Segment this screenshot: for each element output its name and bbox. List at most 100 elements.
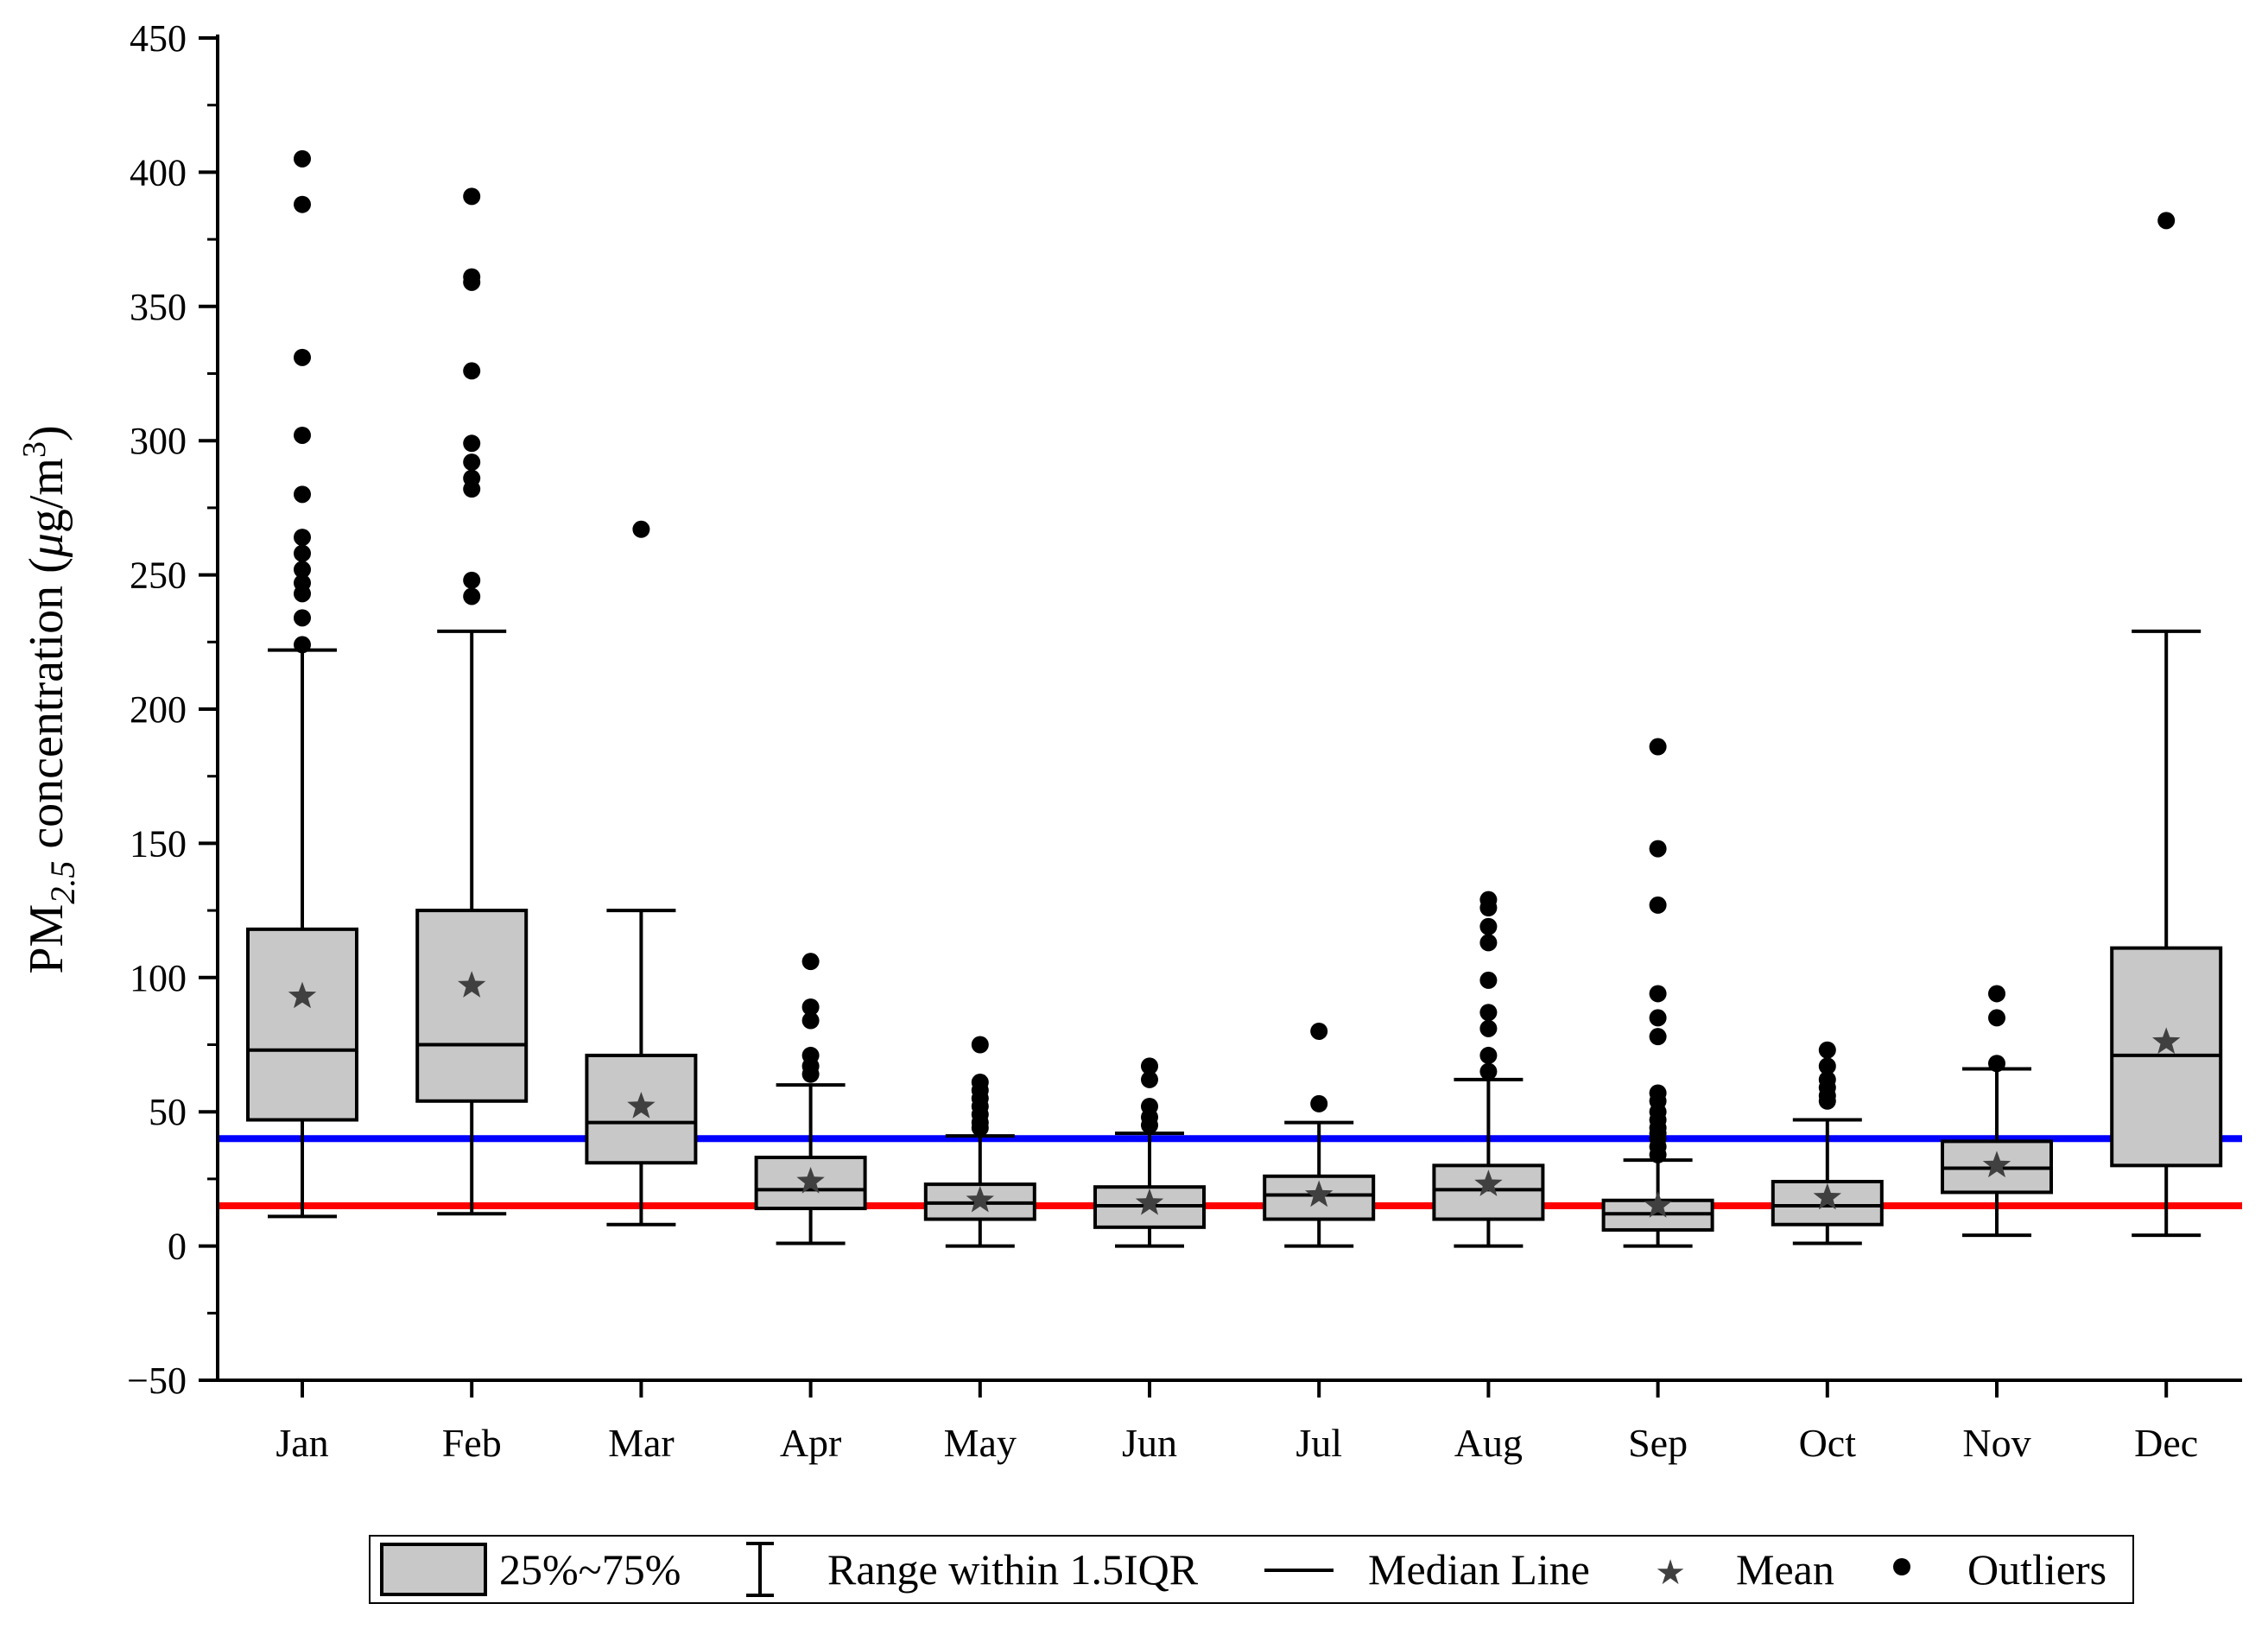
outlier-point — [294, 426, 311, 444]
outlier-point — [801, 998, 820, 1016]
mean-marker — [1305, 1180, 1334, 1207]
outlier-point — [463, 571, 481, 589]
y-tick-label--50: −50 — [127, 1360, 187, 1402]
legend-median-label: Median Line — [1368, 1545, 1590, 1594]
outlier-point — [294, 529, 311, 547]
iqr-box — [415, 909, 529, 1103]
outlier-point — [1479, 1019, 1498, 1037]
y-tick-label-100: 100 — [130, 957, 187, 999]
outlier-point — [1310, 1094, 1328, 1112]
mean-marker — [458, 971, 486, 998]
outlier-point — [294, 485, 311, 504]
mean-marker — [1982, 1150, 2011, 1178]
y-tick-label-350: 350 — [130, 286, 187, 328]
legend-range-label: Range within 1.5IQR — [827, 1545, 1199, 1594]
x-tick-label-Nov: Nov — [1962, 1421, 2030, 1465]
y-label-suffix: ) — [20, 425, 73, 441]
y-axis-label: PM2.5 concentration (μg/m3) — [16, 425, 82, 973]
x-tick-label-May: May — [944, 1421, 1017, 1465]
outlier-point — [801, 1065, 820, 1083]
outlier-point — [294, 609, 311, 627]
outlier-point — [294, 636, 311, 654]
x-tick-label-Jan: Jan — [276, 1421, 328, 1465]
outlier-point — [1649, 738, 1667, 756]
outlier-point — [1818, 1057, 1836, 1075]
y-label-unit-rest: g/m — [20, 458, 73, 533]
box-group-Apr — [754, 953, 867, 1246]
x-tick-label-Aug: Aug — [1454, 1421, 1523, 1465]
outlier-point — [294, 195, 311, 213]
x-tick-label-Sep: Sep — [1628, 1421, 1688, 1465]
outlier-point — [1649, 1009, 1667, 1027]
box-group-Oct — [1771, 1041, 1884, 1246]
outlier-point — [463, 434, 481, 453]
y-tick-label-50: 50 — [149, 1091, 187, 1133]
outlier-point — [1141, 1116, 1158, 1134]
y-tick-label-300: 300 — [130, 420, 187, 462]
y-tick-label-400: 400 — [130, 151, 187, 193]
mean-marker — [966, 1185, 994, 1213]
outlier-point — [463, 587, 481, 605]
outlier-point — [1310, 1022, 1328, 1040]
outlier-point — [1141, 1070, 1158, 1088]
outlier-point — [632, 520, 650, 538]
outlier-point — [801, 953, 820, 971]
outlier-point — [971, 1036, 989, 1054]
outlier-point — [1479, 934, 1498, 952]
outlier-point — [1141, 1057, 1158, 1075]
box-group-Jun — [1093, 1057, 1206, 1248]
legend-frame — [369, 1535, 2134, 1604]
outlier-point — [294, 149, 311, 168]
mean-marker — [288, 981, 317, 1009]
mean-marker — [1135, 1188, 1164, 1215]
box-group-Aug — [1432, 891, 1545, 1248]
outlier-point — [463, 362, 481, 380]
outlier-point — [463, 187, 481, 206]
outlier-point — [1988, 1009, 2005, 1027]
x-tick-label-Jul: Jul — [1296, 1421, 1342, 1465]
y-label-prefix: PM — [20, 904, 73, 974]
iqr-box — [246, 927, 358, 1122]
outlier-point — [1479, 1004, 1498, 1022]
box-group-Sep — [1601, 738, 1714, 1248]
legend-mean-label: Mean — [1736, 1545, 1834, 1594]
legend-box-label: 25%~75% — [499, 1545, 681, 1594]
outlier-point — [463, 453, 481, 472]
x-tick-label-Jun: Jun — [1122, 1421, 1177, 1465]
outlier-point — [1988, 985, 2005, 1003]
box-group-Dec — [2110, 212, 2223, 1238]
mean-marker — [627, 1092, 656, 1119]
outlier-point — [801, 1011, 820, 1030]
outlier-point — [1479, 1062, 1498, 1081]
outlier-point — [1479, 971, 1498, 989]
outlier-point — [1818, 1092, 1836, 1110]
outlier-point — [1479, 1046, 1498, 1064]
outlier-point — [294, 561, 311, 579]
outlier-point — [294, 544, 311, 562]
boxes — [246, 149, 2223, 1248]
x-ticks: Jan Feb Mar Apr May Jun Jul Aug Sep Oct Nov Dec — [276, 1380, 2198, 1465]
legend-box-swatch — [380, 1543, 487, 1596]
outlier-point — [1649, 1028, 1667, 1046]
x-tick-label-Feb: Feb — [442, 1421, 502, 1465]
outlier-point — [1479, 917, 1498, 935]
outlier-point — [1479, 898, 1498, 916]
mean-marker — [1644, 1191, 1672, 1218]
legend: 25%~75% Range within 1.5IQR Median Line … — [369, 1535, 2134, 1604]
y-label-superscript: 3 — [16, 441, 53, 458]
outlier-point — [1818, 1041, 1836, 1059]
outlier-point — [971, 1119, 989, 1137]
legend-mean-symbol: ★ — [1655, 1553, 1686, 1593]
outlier-point — [294, 585, 311, 603]
outlier-point — [1649, 840, 1667, 858]
reference-lines — [218, 1135, 2242, 1209]
legend-range-symbol — [746, 1542, 774, 1597]
mean-marker — [796, 1167, 825, 1194]
outlier-point — [2157, 212, 2176, 230]
y-label-middle: concentration ( — [20, 557, 73, 860]
box-group-May — [923, 1036, 1036, 1248]
outlier-point — [1988, 1055, 2005, 1073]
outlier-point — [1649, 985, 1667, 1003]
